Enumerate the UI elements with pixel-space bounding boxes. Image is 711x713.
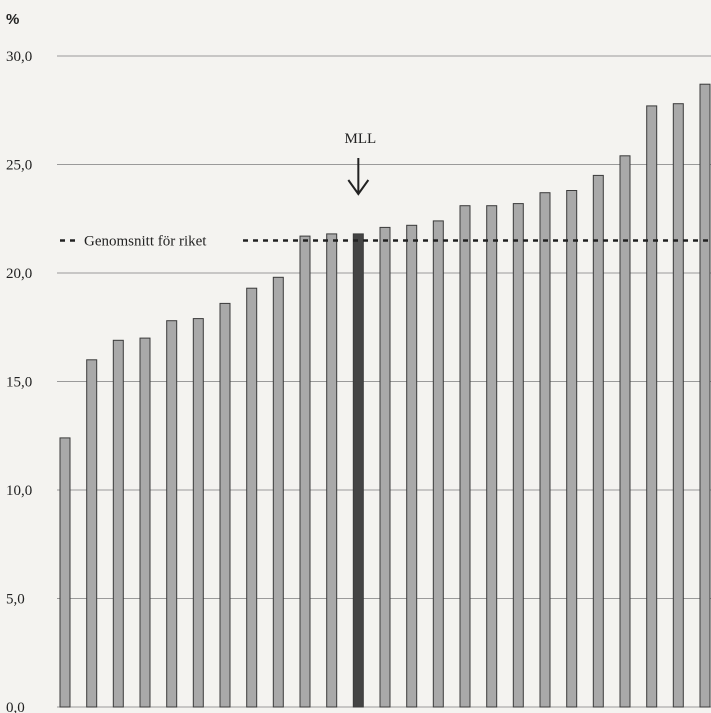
y-tick-label: 5,0 [6,592,25,608]
reference-line: Genomsnitt för riket [60,233,711,249]
bar [459,205,471,708]
bar [139,337,151,708]
y-tick-label: 25,0 [6,158,32,174]
bar [566,190,578,708]
y-tick-label: 20,0 [6,266,32,282]
y-tick-label: 30,0 [6,49,32,65]
y-axis-unit: % [6,11,19,28]
bar [192,318,204,708]
bar [646,105,658,708]
bar [512,203,524,708]
reference-line-label: Genomsnitt för riket [84,233,207,249]
bar [619,155,631,708]
y-tick-label: 15,0 [6,375,32,391]
down-arrow-icon [347,158,370,196]
bar [486,205,498,708]
highlight-marker: MLL [344,131,376,196]
bar [539,192,551,708]
bar [672,103,684,708]
bar [592,174,604,708]
bar [246,287,258,708]
bar [432,220,444,708]
bars [59,83,711,708]
bar [272,276,284,708]
bar [699,83,711,708]
y-tick-label: 10,0 [6,483,32,499]
bar [379,226,391,708]
bar [406,224,418,708]
highlight-label: MLL [344,131,376,147]
bar [112,339,124,708]
bar [219,302,231,708]
bar-highlighted [352,233,364,708]
bar [166,320,178,708]
y-axis: 0,0 5,0 10,0 15,0 20,0 25,0 30,0 [6,49,32,713]
bar [86,359,98,708]
bar [59,437,71,708]
y-tick-label: 0,0 [6,700,25,713]
bar [326,233,338,708]
bar [299,235,311,708]
